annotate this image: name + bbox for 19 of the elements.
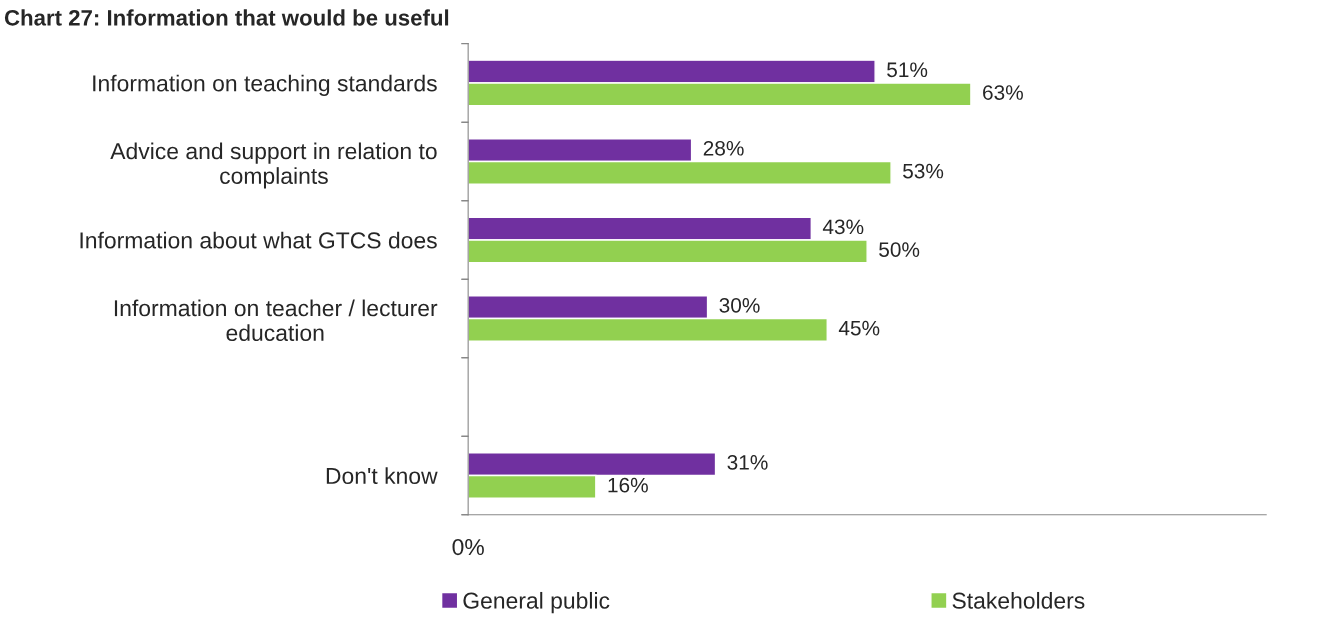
data-label: 30% [719, 297, 760, 313]
data-label: 51% [887, 62, 928, 78]
data-label: 43% [822, 219, 864, 235]
data-label: 50% [879, 242, 920, 257]
data-label: 63% [983, 85, 1023, 100]
y-tick-label: Information on teacher / lecturer education [114, 299, 438, 342]
data-label: 31% [727, 454, 768, 470]
y-tick-label: Advice and support in relation to complaints [110, 142, 437, 189]
data-label: 53% [903, 163, 944, 179]
data-label: 45% [838, 320, 880, 336]
legend-label: Stakeholders [952, 591, 1085, 609]
text: 0% [452, 538, 484, 556]
legend-label: General public [463, 591, 610, 614]
y-tick-label: Information on teaching standards [93, 74, 437, 96]
data-label: 16% [608, 477, 648, 493]
y-tick-label: Don't know [326, 467, 438, 485]
y-tick-label: Information about what GTCS does [80, 231, 437, 249]
data-label: 28% [703, 140, 744, 156]
text: Chart 27: Information that would be useful [4, 9, 449, 26]
